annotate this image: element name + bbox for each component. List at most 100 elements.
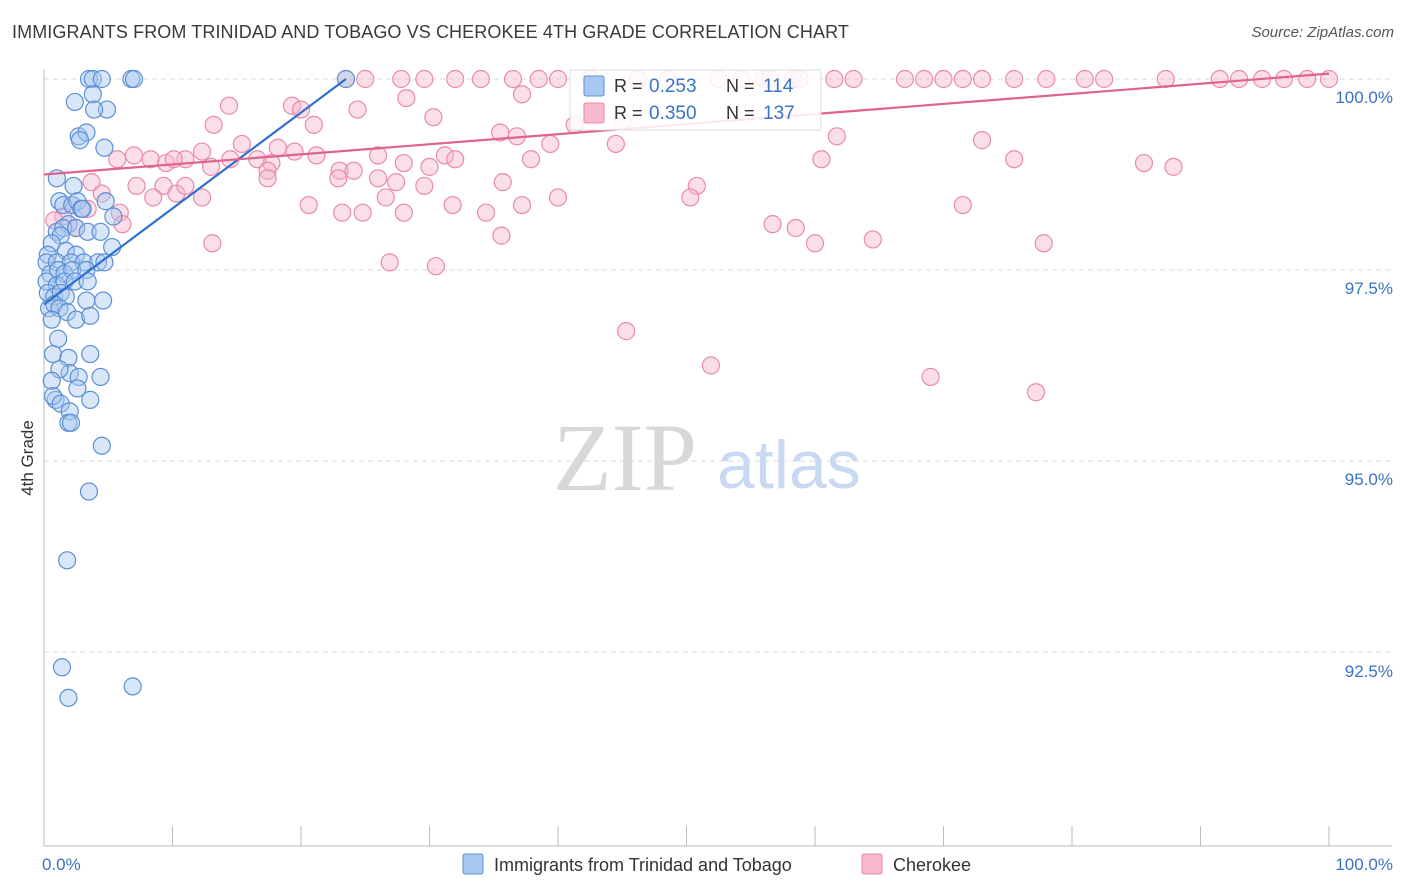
point-trinidad [42, 310, 61, 329]
point-cherokee [1026, 383, 1046, 402]
point-trinidad [77, 291, 96, 310]
point-trinidad [79, 69, 99, 89]
data-points [37, 69, 1339, 707]
point-cherokee [258, 161, 277, 180]
point-cherokee [446, 69, 465, 89]
point-cherokee [124, 146, 144, 165]
point-cherokee [529, 69, 548, 89]
point-cherokee [258, 169, 277, 188]
source-credit: Source: ZipAtlas.com [1251, 24, 1394, 41]
point-cherokee [521, 150, 541, 169]
legend-label-trinidad: Immigrants from Trinidad and Tobago [494, 855, 792, 875]
point-cherokee [78, 199, 97, 218]
point-trinidad [43, 344, 63, 364]
point-cherokee [825, 69, 844, 89]
point-trinidad [73, 199, 92, 218]
point-cherokee [392, 69, 411, 89]
point-trinidad [52, 658, 72, 677]
point-cherokee [348, 100, 367, 119]
point-trinidad [64, 176, 83, 196]
watermark-zip: ZIP [553, 404, 697, 511]
legend-label-cherokee: Cherokee [893, 855, 971, 875]
point-cherokee [353, 203, 372, 222]
point-trinidad [91, 222, 110, 241]
point-cherokee [192, 142, 212, 161]
point-trinidad [85, 100, 104, 119]
point-cherokee [397, 88, 416, 108]
point-cherokee [1298, 69, 1317, 89]
point-cherokee [304, 115, 323, 134]
point-cherokee [921, 367, 940, 387]
legend-r-value: 0.350 [649, 103, 697, 124]
point-trinidad [96, 192, 115, 211]
point-trinidad [60, 364, 79, 383]
point-cherokee [394, 153, 413, 173]
point-trinidad [92, 69, 111, 89]
point-cherokee [330, 161, 349, 180]
point-cherokee [786, 218, 805, 238]
point-cherokee [127, 176, 146, 196]
point-trinidad [81, 390, 100, 409]
point-cherokee [681, 188, 700, 207]
y-tick-label: 95.0% [1345, 470, 1393, 489]
x-axis-ticks [43, 826, 1330, 846]
stats-legend: R = 0.253 N = 114 R = 0.350 N = 137 [569, 69, 822, 131]
point-trinidad [77, 123, 96, 142]
point-trinidad [58, 551, 77, 570]
point-cherokee [376, 188, 395, 207]
point-cherokee [144, 188, 163, 207]
point-cherokee [219, 96, 239, 115]
legend-swatch-pink [861, 853, 883, 875]
point-cherokee [915, 69, 934, 89]
point-cherokee [394, 203, 413, 222]
legend-n-label: N = [726, 103, 755, 123]
point-trinidad [59, 688, 78, 707]
point-cherokee [333, 203, 352, 222]
point-cherokee [827, 127, 846, 146]
point-cherokee [512, 195, 532, 215]
point-cherokee [285, 142, 304, 161]
point-cherokee [471, 69, 490, 89]
point-trinidad [81, 344, 100, 364]
point-cherokee [141, 150, 160, 169]
point-cherokee [1075, 69, 1094, 89]
point-cherokee [512, 85, 532, 104]
point-trinidad [124, 69, 144, 89]
point-cherokee [617, 322, 636, 341]
y-axis-label: 4th Grade [18, 420, 37, 496]
point-cherokee [443, 195, 462, 215]
point-cherokee [1005, 150, 1024, 169]
point-cherokee [687, 176, 706, 196]
point-cherokee [812, 150, 831, 169]
point-trinidad [123, 677, 142, 696]
point-trinidad [83, 85, 102, 104]
point-cherokee [548, 69, 568, 89]
point-cherokee [953, 195, 972, 215]
point-trinidad [92, 436, 111, 455]
point-cherokee [344, 161, 363, 180]
point-cherokee [291, 100, 311, 119]
point-trinidad [79, 482, 99, 501]
point-cherokee [844, 69, 863, 89]
point-cherokee [356, 69, 375, 89]
point-cherokee [446, 150, 465, 169]
point-cherokee [541, 134, 560, 154]
point-trinidad [67, 310, 86, 329]
point-cherokee [805, 234, 825, 253]
point-cherokee [192, 188, 212, 207]
point-trinidad [104, 207, 123, 226]
point-cherokee [415, 176, 434, 196]
y-tick-label: 92.5% [1345, 662, 1393, 681]
point-cherokee [415, 69, 434, 89]
point-cherokee [476, 203, 496, 222]
point-cherokee [934, 69, 953, 89]
point-trinidad [68, 379, 87, 398]
watermark-atlas: atlas [717, 427, 861, 503]
point-cherokee [1134, 153, 1154, 173]
point-cherokee [1274, 69, 1294, 89]
point-trinidad [95, 138, 114, 157]
y-tick-labels: 100.0% 97.5% 95.0% 92.5% [1335, 88, 1393, 681]
point-cherokee [1210, 69, 1229, 89]
point-cherokee [203, 234, 222, 253]
point-cherokee [895, 69, 915, 89]
